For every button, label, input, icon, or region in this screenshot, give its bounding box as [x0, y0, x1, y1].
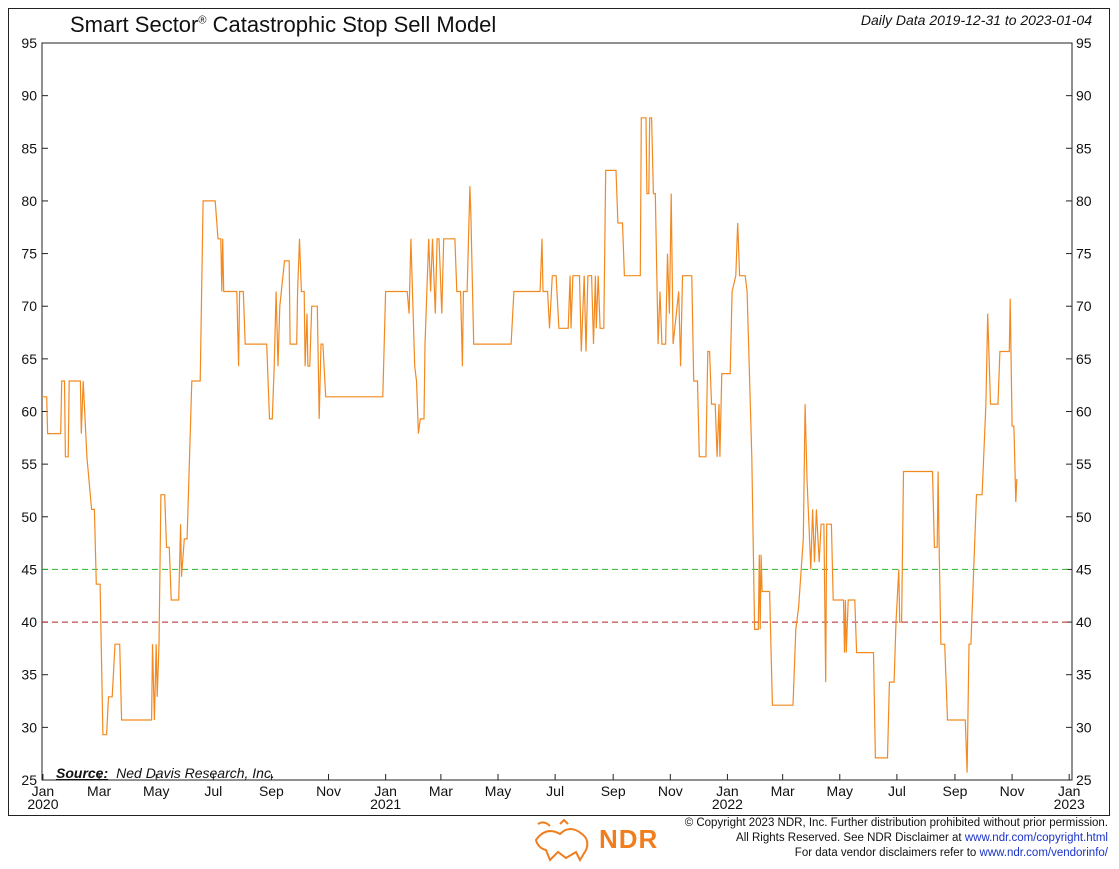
- y-tick-label-right: 75: [1076, 246, 1092, 262]
- y-tick-label-right: 55: [1076, 456, 1092, 472]
- x-tick-label: Jan: [32, 783, 55, 799]
- y-tick-label-left: 70: [21, 298, 37, 314]
- x-tick-label: Jul: [546, 783, 564, 799]
- y-tick-label-left: 35: [21, 667, 37, 683]
- x-tick-label: May: [827, 783, 853, 799]
- x-tick-label: Jan: [716, 783, 739, 799]
- copyright-line-3: For data vendor disclaimers refer to www…: [794, 847, 1108, 859]
- y-tick-label-right: 95: [1076, 35, 1092, 51]
- y-tick-label-left: 65: [21, 351, 37, 367]
- ndr-logo-text: NDR: [599, 824, 659, 854]
- x-tick-label: Nov: [1000, 783, 1025, 799]
- y-tick-label-right: 25: [1076, 772, 1092, 788]
- source-label: Source:: [56, 765, 109, 781]
- x-tick-label: Jan: [1058, 783, 1081, 799]
- y-tick-label-left: 50: [21, 509, 37, 525]
- y-tick-label-right: 60: [1076, 404, 1092, 420]
- plot-area: [41, 42, 1073, 781]
- x-tick-label: Nov: [658, 783, 683, 799]
- y-tick-label-left: 40: [21, 614, 37, 630]
- x-tick-label: Jul: [888, 783, 906, 799]
- x-year-label: 2023: [1054, 796, 1085, 812]
- source-text: Ned Davis Research, Inc.: [116, 765, 275, 781]
- x-tick-label: May: [485, 783, 511, 799]
- chart-title: Smart Sector® Catastrophic Stop Sell Mod…: [70, 12, 497, 37]
- date-range-label: Daily Data 2019-12-31 to 2023-01-04: [860, 12, 1092, 28]
- x-tick-label: Mar: [771, 783, 795, 799]
- y-tick-label-right: 80: [1076, 193, 1092, 209]
- x-tick-label: Jul: [204, 783, 222, 799]
- bull-bear-icon: [534, 818, 589, 863]
- reference-lines: [42, 568, 1072, 623]
- x-tick-label: Mar: [429, 783, 453, 799]
- x-year-label: 2020: [27, 796, 58, 812]
- y-tick-label-left: 80: [21, 193, 37, 209]
- x-tick-label: May: [143, 783, 169, 799]
- y-tick-label-right: 50: [1076, 509, 1092, 525]
- x-tick-label: Sep: [259, 783, 284, 799]
- y-tick-label-left: 45: [21, 561, 37, 577]
- x-year-label: 2021: [370, 796, 401, 812]
- y-tick-label-right: 40: [1076, 614, 1092, 630]
- y-tick-label-left: 55: [21, 456, 37, 472]
- x-tick-label: Jan: [374, 783, 397, 799]
- y-tick-label-left: 90: [21, 88, 37, 104]
- copyright-line-1: © Copyright 2023 NDR, Inc. Further distr…: [684, 817, 1108, 829]
- y-tick-label-left: 75: [21, 246, 37, 262]
- copyright-line-2: All Rights Reserved. See NDR Disclaimer …: [736, 832, 1108, 844]
- x-tick-label: Nov: [316, 783, 341, 799]
- y-tick-label-right: 90: [1076, 88, 1092, 104]
- copyright-notice: © Copyright 2023 NDR, Inc. Further distr…: [685, 816, 1108, 861]
- x-year-label: 2022: [712, 796, 743, 812]
- y-tick-label-right: 65: [1076, 351, 1092, 367]
- y-axis-ticks: 25 25 30 30 35 35 40 40 45 45 50 50 55 55 60 60 65 65 70 70…: [21, 35, 1091, 788]
- copyright-link[interactable]: www.ndr.com/copyright.html: [964, 832, 1108, 844]
- y-tick-label-left: 25: [21, 772, 37, 788]
- y-tick-label-right: 35: [1076, 667, 1092, 683]
- ndr-logo: [530, 818, 670, 864]
- x-tick-label: Sep: [942, 783, 967, 799]
- y-tick-label-right: 85: [1076, 140, 1092, 156]
- x-tick-label: Sep: [601, 783, 626, 799]
- y-tick-label-left: 30: [21, 719, 37, 735]
- y-tick-label-left: 85: [21, 140, 37, 156]
- y-tick-label-left: 95: [21, 35, 37, 51]
- series-line: [42, 117, 1018, 773]
- y-tick-label-left: 60: [21, 404, 37, 420]
- vendor-info-link[interactable]: www.ndr.com/vendorinfo/: [979, 847, 1108, 859]
- y-tick-label-right: 30: [1076, 719, 1092, 735]
- y-tick-label-right: 45: [1076, 561, 1092, 577]
- source-note: Source: Ned Davis Research, Inc.: [56, 765, 275, 781]
- y-tick-label-right: 70: [1076, 298, 1092, 314]
- chart-frame: [8, 8, 1110, 816]
- x-tick-label: Mar: [87, 783, 111, 799]
